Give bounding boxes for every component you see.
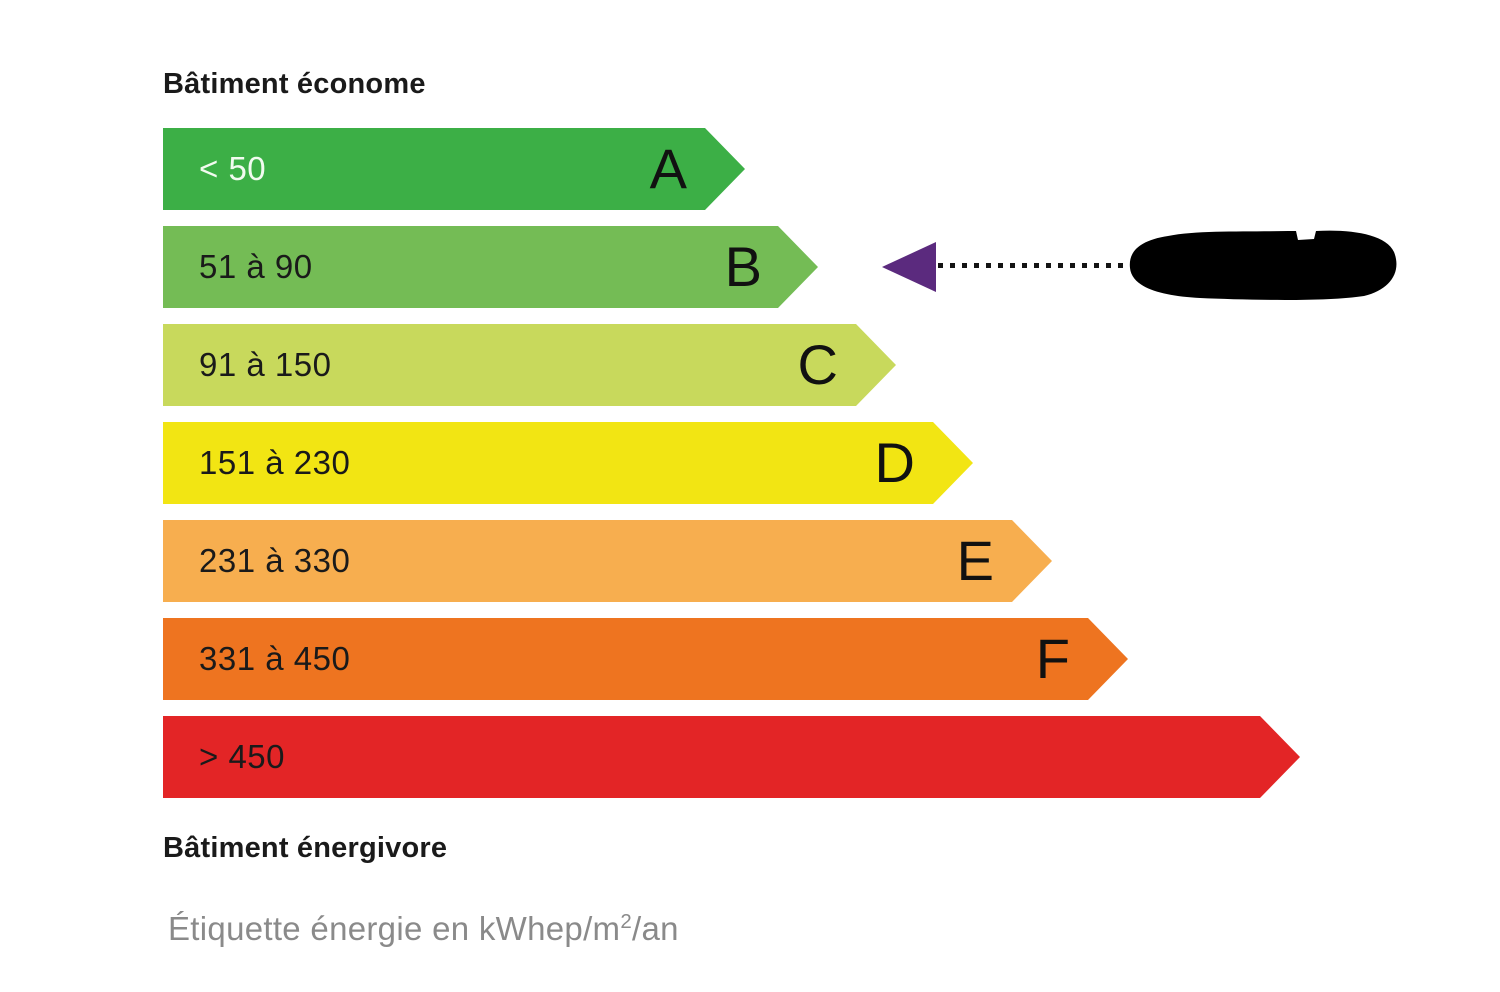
band-letter: C [797,333,838,396]
band-shape [163,226,818,308]
band-letter: A [649,137,687,200]
energy-band[interactable]: 231 à 330 E [163,520,1052,602]
band-range-label: 51 à 90 [199,248,313,285]
unit-caption-exponent: 2 [620,910,632,933]
band-letter: F [1035,627,1070,690]
energy-band[interactable]: < 50 A [163,128,745,210]
band-letter: D [874,431,915,494]
band-range-label: 231 à 330 [199,542,351,579]
band-range-label: < 50 [199,150,267,187]
band-range-label: > 450 [199,738,285,775]
band-letter: E [956,529,994,592]
band-range-label: 91 à 150 [199,346,332,383]
bottom-caption: Bâtiment énergivore [163,832,448,864]
band-letter: B [724,235,762,298]
band-shape [163,716,1300,798]
band-range-label: 151 à 230 [199,444,351,481]
energy-band[interactable]: 151 à 230 D [163,422,973,504]
unit-caption-prefix: Étiquette énergie en kWhep/m [168,910,621,947]
top-caption: Bâtiment économe [163,68,426,100]
energy-band[interactable]: 91 à 150 C [163,324,896,406]
energy-band[interactable]: > 450 [163,716,1300,798]
unit-caption-suffix: /an [632,910,679,947]
band-shape [163,324,896,406]
band-shape [163,422,973,504]
band-shape [163,520,1052,602]
band-shape [163,128,745,210]
energy-band[interactable]: 331 à 450 F [163,618,1128,700]
band-range-label: 331 à 450 [199,640,351,677]
unit-caption: Étiquette énergie en kWhep/m2/an [168,910,679,948]
energy-band[interactable]: 51 à 90 B [163,226,818,308]
band-shape [163,618,1128,700]
